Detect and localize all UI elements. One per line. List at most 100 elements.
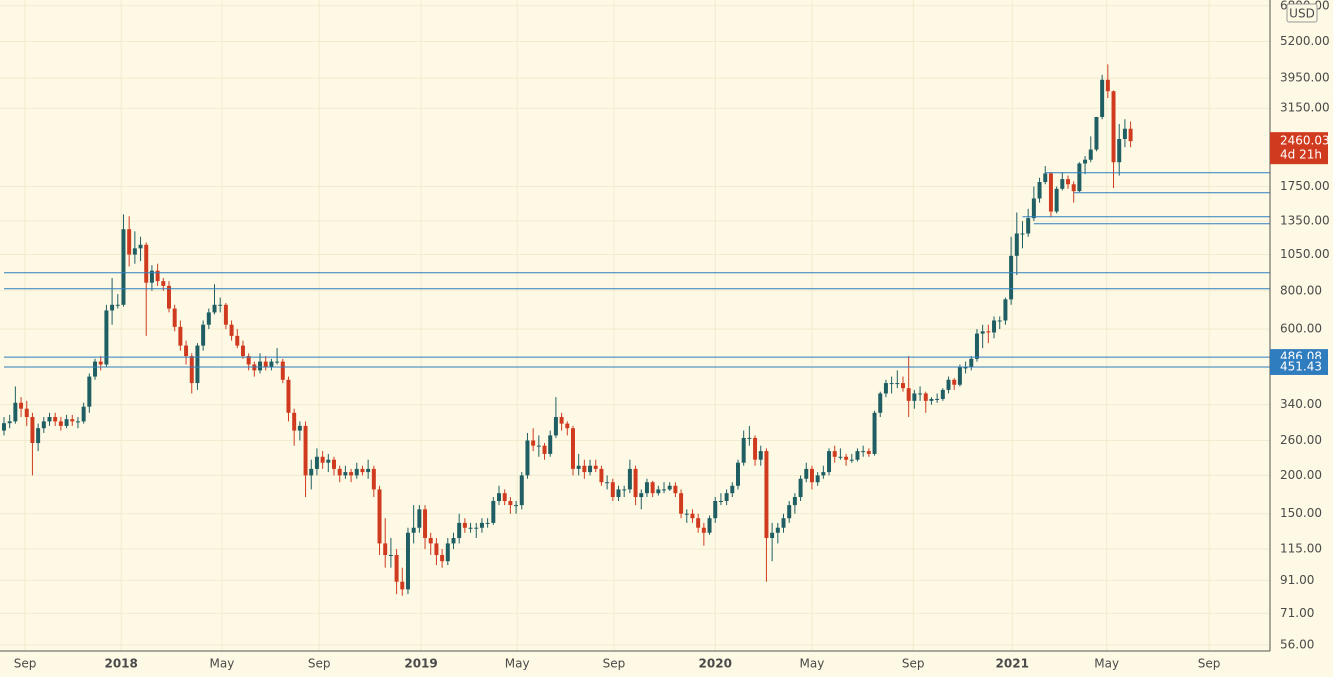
candle-body: [320, 456, 325, 463]
candle-body: [1077, 163, 1082, 192]
candle-body: [235, 335, 240, 346]
candle-body: [992, 320, 997, 333]
candle-body: [314, 456, 319, 469]
candle-body: [809, 468, 814, 483]
x-tick-label: Sep: [1198, 657, 1221, 671]
candle-body: [360, 468, 365, 473]
candle-body: [280, 361, 285, 380]
candle-body: [161, 281, 166, 286]
candle-body: [906, 388, 911, 401]
candle-body: [804, 468, 809, 479]
candle-body: [627, 468, 632, 490]
candle-body: [212, 304, 217, 313]
candle-body: [258, 361, 263, 371]
candle-body: [588, 465, 593, 473]
candle-body: [912, 393, 917, 401]
x-tick-label: 2021: [996, 657, 1029, 671]
candle-body: [1094, 116, 1099, 150]
candle-body: [1031, 198, 1036, 219]
candle-body: [883, 383, 888, 394]
candle-body: [479, 522, 484, 528]
candle-body: [343, 472, 348, 476]
y-tick-label: 1750.00: [1280, 179, 1330, 193]
candle-body: [787, 505, 792, 519]
candle-body: [297, 425, 302, 431]
candle-body: [405, 532, 410, 590]
y-tick-label: 800.00: [1280, 283, 1322, 297]
candle-body: [7, 421, 12, 424]
candle-body: [986, 331, 991, 333]
candle-body: [1054, 188, 1059, 212]
candle-body: [1117, 139, 1122, 163]
candle-body: [536, 445, 541, 447]
candle-body: [775, 527, 780, 533]
line-price-tag: [1270, 358, 1328, 375]
candle-body: [121, 229, 126, 305]
candle-body: [605, 482, 610, 484]
candle-body: [770, 532, 775, 538]
candle-body: [292, 412, 297, 431]
candle-body: [474, 527, 479, 529]
candle-body: [1060, 179, 1065, 189]
candle-body: [684, 513, 689, 515]
candle-body: [58, 421, 63, 426]
candle-body: [371, 468, 376, 490]
candle-body: [1020, 233, 1025, 235]
candle-body: [468, 527, 473, 529]
y-tick-label: 600.00: [1280, 322, 1322, 336]
candle-body: [434, 543, 439, 556]
candle-body: [485, 522, 490, 524]
y-tick-label: 1050.00: [1280, 247, 1330, 261]
candle-body: [19, 402, 24, 409]
candle-body: [821, 472, 826, 476]
candle-body: [411, 527, 416, 533]
x-tick-label: 2020: [699, 657, 732, 671]
candle-body: [656, 489, 661, 494]
candle-body: [1043, 173, 1048, 183]
candle-body: [798, 478, 803, 498]
candle-body: [644, 482, 649, 494]
candle-body: [730, 485, 735, 494]
candle-body: [792, 497, 797, 506]
candle-body: [263, 361, 268, 368]
candle-body: [24, 408, 29, 418]
candle-body: [445, 543, 450, 562]
candle-body: [70, 419, 75, 422]
candle-body: [81, 406, 86, 422]
candle-body: [844, 456, 849, 460]
line-price-label: 451.43: [1280, 359, 1322, 373]
candle-body: [662, 489, 667, 491]
candle-body: [98, 361, 103, 365]
x-tick-label: May: [800, 657, 825, 671]
candle-body: [815, 475, 820, 483]
candle-body: [650, 482, 655, 494]
candle-body: [707, 518, 712, 533]
candle-body: [639, 493, 644, 498]
candle-body: [878, 393, 883, 413]
candle-body: [417, 509, 422, 528]
candle-body: [747, 437, 752, 439]
candle-body: [1122, 128, 1127, 140]
candle-body: [451, 537, 456, 544]
currency-badge[interactable]: [1286, 3, 1318, 23]
candle-body: [269, 361, 274, 368]
candle-body: [246, 356, 251, 365]
candle-body: [87, 376, 92, 407]
candle-body: [502, 493, 507, 502]
candle-body: [974, 333, 979, 359]
candle-body: [918, 393, 923, 395]
y-tick-label: 1350.00: [1280, 214, 1330, 228]
candle-body: [462, 522, 467, 528]
candle-body: [718, 501, 723, 503]
candle-body: [963, 367, 968, 369]
y-tick-label: 91.00: [1280, 573, 1314, 587]
candle-body: [497, 493, 502, 502]
candle-body: [491, 501, 496, 523]
candle-body: [980, 331, 985, 334]
y-tick-label: 56.00: [1280, 637, 1314, 651]
candle-body: [952, 379, 957, 385]
candle-body: [565, 423, 570, 429]
candle-body: [36, 428, 41, 444]
candle-body: [132, 248, 137, 255]
